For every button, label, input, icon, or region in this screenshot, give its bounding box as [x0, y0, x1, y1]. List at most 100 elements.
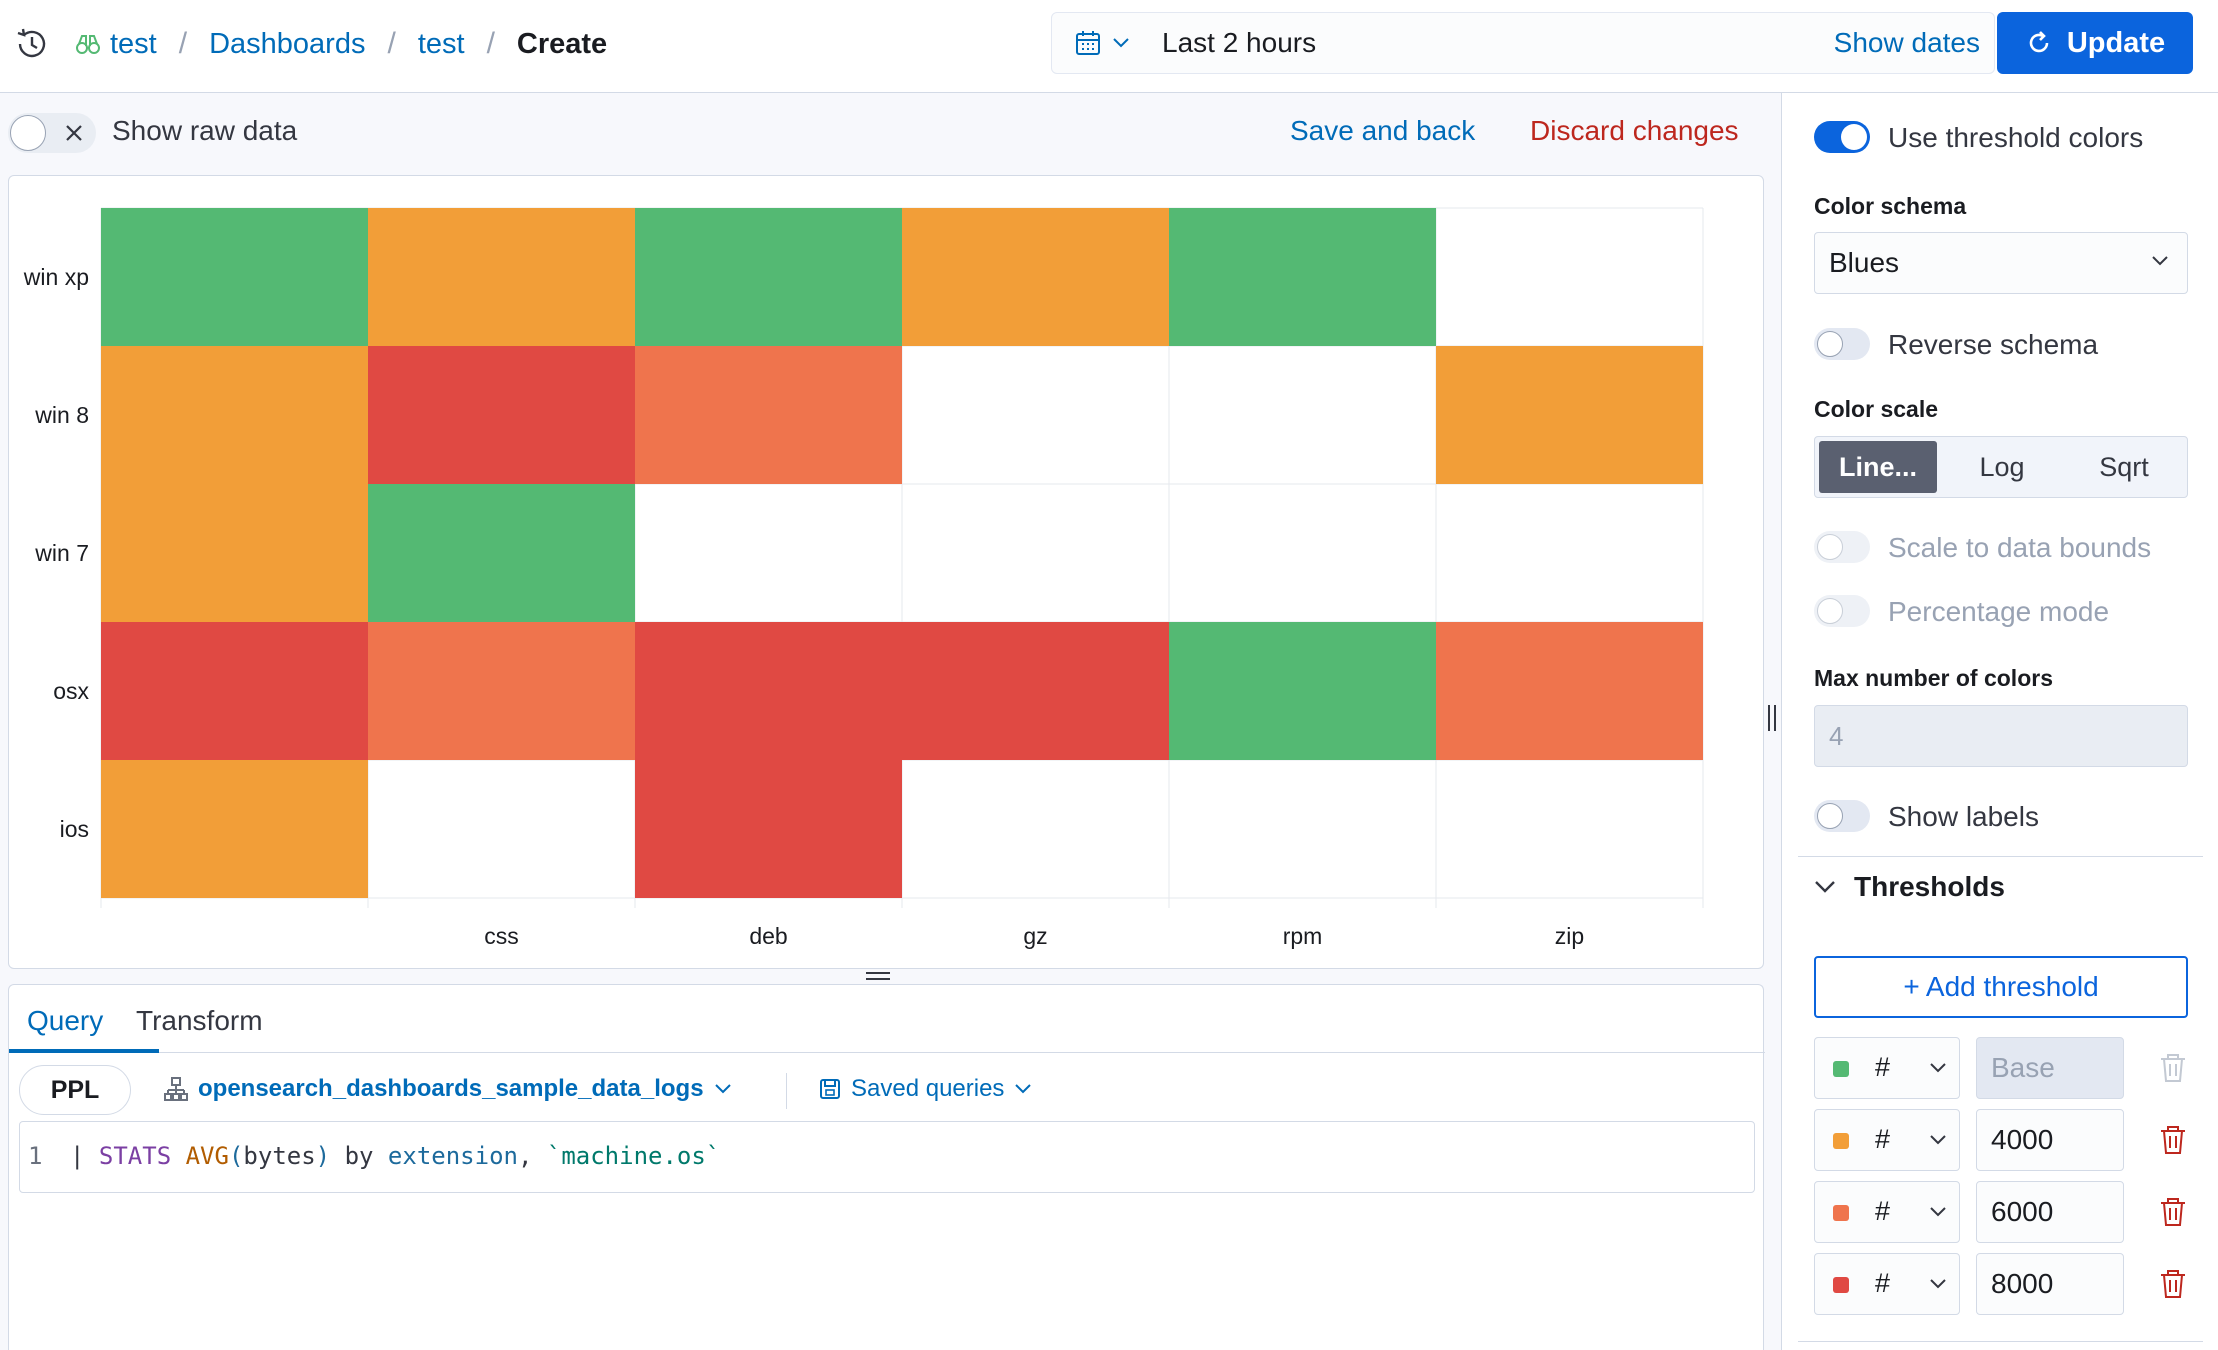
saved-queries-button[interactable]: Saved queries	[819, 1075, 1032, 1103]
thresholds-accordion-toggle[interactable]: Thresholds	[1814, 871, 2005, 903]
x-tick-label: deb	[749, 923, 787, 949]
heatmap-panel: win xp win 8 win 7 osx ios css deb gz rpm zip	[8, 175, 1764, 969]
percentage-mode-switch[interactable]	[1814, 595, 1870, 627]
x-tick-label: css	[484, 923, 519, 949]
threshold-row: # Base	[1814, 1037, 2214, 1099]
heatmap-cell	[101, 484, 368, 622]
save-and-back-button[interactable]: Save and back	[1290, 115, 1476, 146]
threshold-value-input[interactable]: 8000	[1976, 1253, 2124, 1315]
datasource-name: opensearch_dashboards_sample_data_logs	[198, 1075, 704, 1102]
breadcrumb-separator: /	[178, 27, 188, 60]
x-tick-label: zip	[1555, 923, 1584, 949]
scale-linear-button[interactable]: Line...	[1819, 441, 1937, 493]
hash-symbol: #	[1875, 1052, 1891, 1082]
color-swatch	[1833, 1205, 1849, 1221]
saved-queries-label: Saved queries	[851, 1075, 1005, 1102]
color-scale-heading: Color scale	[1814, 396, 1938, 422]
language-selector-button[interactable]: PPL	[19, 1065, 131, 1115]
breadcrumb-create: Create	[516, 27, 608, 60]
index-pattern-icon	[164, 1077, 188, 1101]
scale-to-data-bounds-label: Scale to data bounds	[1888, 532, 2152, 563]
close-icon	[66, 125, 82, 141]
trash-icon[interactable]	[2156, 1195, 2190, 1229]
scale-sqrt-button[interactable]: Sqrt	[2099, 451, 2149, 482]
resize-handle-vertical[interactable]	[1766, 705, 1778, 731]
y-tick-label: win 7	[34, 540, 89, 566]
quick-menu-button[interactable]	[1052, 13, 1152, 73]
chevron-down-icon	[1815, 881, 1835, 893]
query-panel: Query Transform PPL opensearch_dashboard…	[8, 984, 1765, 1350]
tab-query[interactable]: Query	[27, 1005, 104, 1036]
chevron-down-icon	[1930, 1063, 1946, 1073]
scale-to-data-bounds-switch[interactable]	[1814, 531, 1870, 563]
heatmap-cell	[1169, 208, 1436, 346]
hash-symbol: #	[1875, 1124, 1891, 1154]
breadcrumb-dashboards[interactable]: Dashboards	[209, 27, 366, 60]
max-colors-input[interactable]: 4	[1814, 705, 2188, 767]
threshold-color-picker[interactable]: #	[1814, 1037, 1960, 1099]
heatmap-cell	[902, 208, 1169, 346]
heatmap-cell	[635, 208, 902, 346]
threshold-color-picker[interactable]: #	[1814, 1181, 1960, 1243]
heatmap-cell	[368, 346, 635, 484]
y-tick-label: osx	[53, 678, 89, 704]
show-labels-switch[interactable]	[1814, 800, 1870, 832]
color-swatch	[1833, 1277, 1849, 1293]
reverse-schema-switch[interactable]	[1814, 328, 1870, 360]
heatmap-cell	[635, 622, 902, 760]
tab-transform[interactable]: Transform	[136, 1005, 263, 1036]
heatmap-cell	[902, 622, 1169, 760]
use-threshold-colors-switch[interactable]	[1814, 121, 1870, 153]
style-sidebar: Use threshold colors Color schema Blues …	[1781, 93, 2218, 1350]
heatmap-cell	[1169, 622, 1436, 760]
date-picker: Last 2 hours Show dates	[1051, 12, 1995, 74]
chevron-down-icon	[1015, 1084, 1032, 1094]
discard-changes-button[interactable]: Discard changes	[1530, 115, 1739, 146]
heatmap-cell	[101, 622, 368, 760]
scale-log-button[interactable]: Log	[1979, 451, 2025, 482]
add-threshold-button[interactable]: + Add threshold	[1814, 956, 2188, 1018]
threshold-value-input[interactable]: 6000	[1976, 1181, 2124, 1243]
color-schema-heading: Color schema	[1814, 193, 1967, 219]
trash-icon[interactable]	[2156, 1123, 2190, 1157]
use-threshold-colors-label: Use threshold colors	[1888, 122, 2144, 153]
binoculars-icon	[76, 35, 100, 54]
heatmap-cell	[368, 484, 635, 622]
threshold-color-picker[interactable]: #	[1814, 1109, 1960, 1171]
date-range-text[interactable]: Last 2 hours	[1162, 27, 1317, 58]
reverse-schema-label: Reverse schema	[1888, 329, 2099, 360]
resize-handle-horizontal[interactable]	[866, 969, 890, 983]
threshold-row: # 8000	[1814, 1253, 2214, 1315]
update-label: Update	[2066, 26, 2166, 59]
top-bar: test / Dashboards / test / Create Last 2…	[0, 0, 2218, 93]
toggle-knob	[10, 115, 46, 151]
heatmap-cell	[101, 208, 368, 346]
color-schema-value: Blues	[1829, 247, 1900, 278]
history-icon[interactable]	[14, 26, 50, 62]
refresh-icon	[2029, 31, 2049, 53]
percentage-mode-label: Percentage mode	[1888, 596, 2110, 627]
trash-icon[interactable]	[2156, 1267, 2190, 1301]
threshold-row: # 6000	[1814, 1181, 2214, 1243]
threshold-color-picker[interactable]: #	[1814, 1253, 1960, 1315]
calendar-icon	[1076, 31, 1100, 55]
breadcrumb-test-dashboard[interactable]: test	[417, 27, 465, 60]
datasource-selector[interactable]: opensearch_dashboards_sample_data_logs	[164, 1075, 732, 1103]
color-schema-select[interactable]: Blues	[1814, 232, 2188, 294]
query-code: | STATS AVG(bytes) by extension, `machin…	[70, 1142, 721, 1170]
save-icon	[820, 1079, 840, 1099]
divider	[786, 1073, 787, 1109]
thresholds-heading: Thresholds	[1854, 871, 2005, 902]
breadcrumb-test-app[interactable]: test	[110, 27, 157, 60]
threshold-value-input[interactable]: 4000	[1976, 1109, 2124, 1171]
query-editor[interactable]: 1 | STATS AVG(bytes) by extension, `mach…	[19, 1121, 1755, 1193]
chevron-down-icon	[1113, 38, 1129, 48]
show-raw-data-toggle[interactable]	[8, 113, 96, 153]
heatmap-cell	[1436, 622, 1703, 760]
show-dates-link[interactable]: Show dates	[1833, 27, 1980, 58]
color-swatch	[1833, 1133, 1849, 1149]
heatmap-chart: win xp win 8 win 7 osx ios css deb gz rpm zip	[23, 207, 1704, 949]
line-number: 1	[28, 1142, 43, 1170]
active-tab-indicator	[9, 1049, 159, 1053]
update-button[interactable]: Update	[1997, 12, 2193, 74]
